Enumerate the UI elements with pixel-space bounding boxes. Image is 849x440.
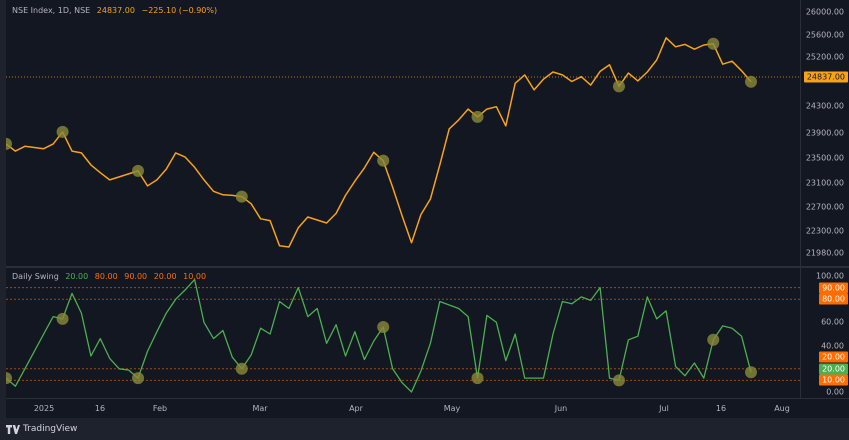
swing-tick: 40.00 xyxy=(821,341,844,351)
level-80-value: 80.00 xyxy=(94,272,118,281)
time-label: Mar xyxy=(252,404,268,413)
time-label: Jun xyxy=(554,404,568,413)
time-label: 2025 xyxy=(33,404,55,413)
price-tick: 22300.00 xyxy=(805,226,844,236)
swing-low-marker xyxy=(745,366,757,379)
swing-tick: 60.00 xyxy=(821,317,844,327)
swing-low-marker xyxy=(745,75,757,88)
swing-low-marker xyxy=(377,321,390,334)
price-line xyxy=(6,37,752,248)
swing-low-marker xyxy=(707,37,720,50)
swing-markers xyxy=(6,312,757,387)
pane-separator[interactable] xyxy=(6,266,849,268)
level-10-tag: 10.00 xyxy=(819,374,848,386)
time-label: 16 xyxy=(94,404,106,413)
swing-legend: Daily Swing 20.00 80.00 90.00 20.00 10.0… xyxy=(12,272,210,281)
time-label: Apr xyxy=(349,404,363,413)
swing-low-marker xyxy=(612,80,625,93)
price-pane[interactable]: NSE Index, 1D, NSE 24837.00 −225.10 (−0.… xyxy=(6,0,800,266)
swing-low-marker xyxy=(471,110,484,123)
tradingview-logo-icon xyxy=(6,424,20,434)
price-legend: NSE Index, 1D, NSE 24837.00 −225.10 (−0.… xyxy=(12,6,221,15)
time-label: Jul xyxy=(659,404,669,413)
level-20-value: 20.00 xyxy=(153,272,177,281)
swing-low-marker xyxy=(707,333,720,346)
price-tick: 25600.00 xyxy=(805,30,844,40)
swing-markers xyxy=(6,37,757,203)
price-tick: 21980.00 xyxy=(805,248,844,258)
swing-low-marker xyxy=(612,374,625,387)
price-tick: 25200.00 xyxy=(805,52,844,62)
swing-low-marker xyxy=(377,154,390,167)
swing-line xyxy=(6,278,752,393)
level-90-tag: 90.00 xyxy=(819,282,848,294)
symbol-label: NSE Index, 1D, NSE xyxy=(12,6,91,15)
price-axis[interactable]: 26000.00 25600.00 25200.00 24837.00 2430… xyxy=(800,0,849,266)
swing-tick: 100.00 xyxy=(816,271,844,281)
swing-title: Daily Swing xyxy=(12,272,59,281)
swing-low-marker xyxy=(132,372,145,385)
price-plot xyxy=(6,37,800,248)
price-change: −225.10 (−0.90%) xyxy=(141,6,218,15)
swing-axis[interactable]: 100.00 90.00 80.00 60.00 40.00 20.00 20.… xyxy=(800,268,849,398)
tradingview-brand[interactable]: TradingView xyxy=(6,424,77,434)
price-tick: 22700.00 xyxy=(805,202,844,212)
daily-swing-pane[interactable]: Daily Swing 20.00 80.00 90.00 20.00 10.0… xyxy=(6,268,800,398)
price-tick: 26000.00 xyxy=(805,7,844,17)
swing-value-tag: 20.00 xyxy=(819,363,848,375)
swing-low-marker xyxy=(235,362,248,375)
price-tick: 23900.00 xyxy=(805,128,844,138)
swing-low-marker xyxy=(235,190,248,203)
brand-label: TradingView xyxy=(23,424,78,434)
swing-low-marker xyxy=(471,372,484,385)
level-10-value: 10.00 xyxy=(183,272,207,281)
swing-low-marker xyxy=(6,372,12,385)
chart-frame: NSE Index, 1D, NSE 24837.00 −225.10 (−0.… xyxy=(6,0,849,418)
time-label: 16 xyxy=(715,404,727,413)
swing-low-marker xyxy=(132,164,145,177)
last-price: 24837.00 xyxy=(96,6,135,15)
level-90-value: 90.00 xyxy=(124,272,148,281)
time-label: Feb xyxy=(152,404,168,413)
price-tick: 23500.00 xyxy=(805,153,844,163)
time-label: Aug xyxy=(774,404,790,413)
price-tick: 24300.00 xyxy=(805,101,844,111)
swing-low-marker xyxy=(56,125,69,138)
swing-plot xyxy=(6,278,800,393)
swing-low-marker xyxy=(6,137,12,150)
level-20-tag: 20.00 xyxy=(819,351,848,363)
last-price-tag: 24837.00 xyxy=(803,71,848,83)
time-axis[interactable]: 2025 16 Feb Mar Apr May Jun Jul 16 Aug xyxy=(6,398,849,419)
level-80-tag: 80.00 xyxy=(819,293,848,305)
swing-low-marker xyxy=(56,312,69,325)
time-label: May xyxy=(443,404,461,413)
price-tick: 23100.00 xyxy=(805,178,844,188)
swing-value: 20.00 xyxy=(65,272,89,281)
swing-tick: 0.00 xyxy=(826,387,844,397)
